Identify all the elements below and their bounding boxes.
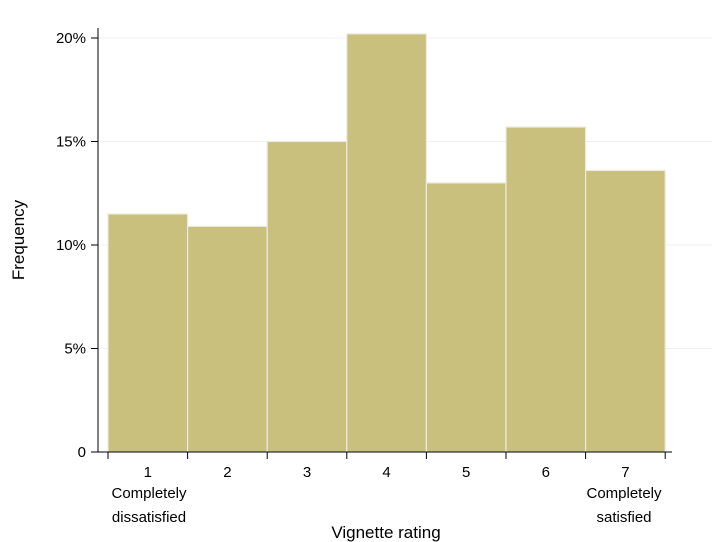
x-tick-label: 1 (144, 464, 152, 481)
low-end-annotation-line-1: Completely (111, 485, 187, 502)
bars (107, 33, 666, 453)
x-axis-title: Vignette rating (331, 523, 440, 542)
low-end-annotation-line-2: dissatisfied (112, 509, 186, 526)
x-tick-label: 3 (303, 464, 311, 481)
bar-2 (187, 225, 268, 453)
axes (97, 28, 672, 453)
x-tick-label: 6 (542, 464, 550, 481)
y-tick-label: 0 (78, 444, 86, 461)
y-tick-label: 20% (56, 30, 86, 47)
bar-1 (107, 213, 189, 453)
high-end-annotation-line-1: Completely (586, 485, 662, 502)
y-axis-title: Frequency (9, 199, 28, 280)
y-axis-ticks: 0 5% 10% 15% 20% (56, 30, 98, 461)
bar-4 (346, 33, 427, 453)
x-tick-label: 4 (382, 464, 390, 481)
y-tick-label: 10% (56, 237, 86, 254)
bar-3 (266, 140, 348, 453)
bar-7 (584, 169, 666, 453)
high-end-annotation-line-2: satisfied (596, 509, 651, 526)
x-tick-label: 2 (223, 464, 231, 481)
y-tick-label: 15% (56, 134, 86, 151)
x-tick-label: 7 (621, 464, 629, 481)
x-axis-ticks: 1 2 3 4 5 6 7 (107, 452, 666, 481)
x-tick-label: 5 (462, 464, 470, 481)
bar-6 (505, 126, 587, 453)
bar-5 (425, 182, 507, 453)
y-tick-label: 5% (64, 341, 86, 358)
